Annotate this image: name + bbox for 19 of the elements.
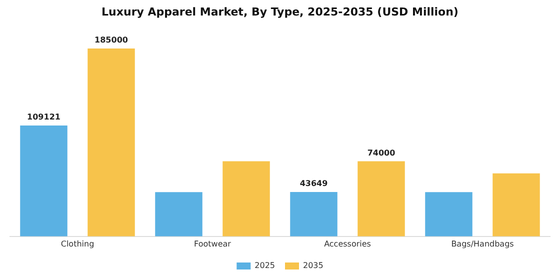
bar (358, 161, 405, 236)
data-label: 43649 (300, 179, 328, 188)
x-tick-label: Footwear (194, 239, 232, 248)
data-label: 185000 (94, 36, 128, 45)
data-label: 109121 (27, 112, 61, 122)
bar (88, 48, 135, 236)
bar (20, 126, 68, 236)
bar (492, 173, 540, 236)
x-tick-label: Bags/Handbags (451, 239, 514, 248)
bar (425, 192, 472, 236)
legend-label: 2035 (303, 261, 324, 270)
x-tick-label: Accessories (324, 239, 371, 248)
bar (222, 161, 270, 236)
legend-label: 2025 (254, 261, 275, 270)
bar (290, 192, 338, 236)
chart-title: Luxury Apparel Market, By Type, 2025-2035 (USD Million) (102, 5, 458, 18)
data-label: 74000 (367, 148, 396, 158)
x-tick-label: Clothing (60, 239, 94, 248)
bar (155, 192, 202, 236)
